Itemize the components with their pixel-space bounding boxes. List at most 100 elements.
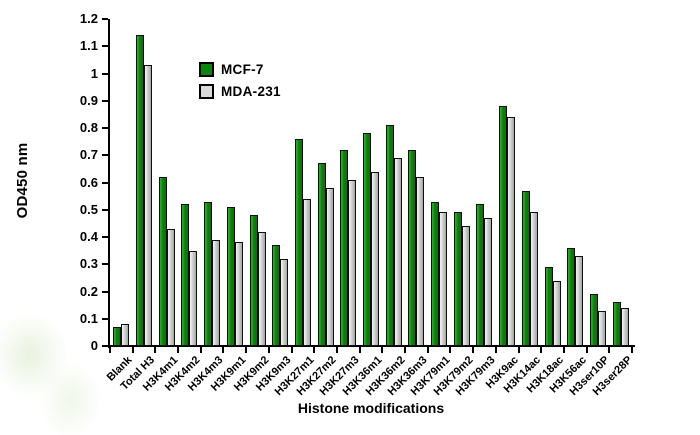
x-tick-mark — [313, 347, 316, 353]
bar-mda-231-h3ser10p — [597, 310, 606, 346]
x-tick-mark — [131, 347, 134, 353]
bar-mcf-7-h3k4m1 — [158, 177, 167, 346]
x-axis-title: Histone modifications — [297, 400, 445, 416]
y-tick-label: 0.1 — [79, 310, 98, 326]
legend-label-mcf7: MCF-7 — [221, 61, 264, 77]
bar-mcf-7-h3k79m3 — [476, 204, 485, 346]
bar-mda-231-h3k79m3 — [484, 217, 493, 346]
y-tick-label: 0.7 — [79, 147, 98, 163]
x-tick-mark — [245, 347, 248, 353]
y-tick-label: 1.2 — [79, 11, 98, 26]
bar-mcf-7-h3k36m3 — [408, 149, 417, 346]
bar-mcf-7-h3k27m1 — [294, 138, 303, 346]
x-tick-mark — [562, 347, 565, 353]
y-axis-title: OD450 nm — [14, 142, 31, 219]
bar-mda-231-h3k4m2 — [189, 250, 198, 346]
bar-mda-231-h3k27m1 — [302, 198, 311, 346]
y-tick-mark — [102, 317, 108, 320]
bar-mda-231-h3ser28p — [620, 307, 629, 346]
bar-mda-231-blank — [121, 324, 130, 346]
y-tick-mark — [102, 181, 108, 184]
x-tick-mark — [449, 347, 452, 353]
y-tick-mark — [102, 18, 108, 20]
bar-mcf-7-h3k9m1 — [226, 207, 235, 346]
y-tick-mark — [102, 99, 108, 102]
x-tick-mark — [222, 347, 225, 353]
x-tick-mark — [585, 347, 588, 353]
y-tick-label: 0.6 — [79, 174, 98, 190]
y-tick-label: 0.4 — [79, 229, 98, 244]
x-tick-mark — [177, 347, 180, 353]
bar-mcf-7-h3k9m3 — [272, 245, 281, 346]
y-tick-label: 0.5 — [79, 201, 98, 217]
bar-mcf-7-h3k56ac — [567, 247, 576, 346]
bar-mda-231-h3k18ac — [552, 280, 561, 346]
x-tick-mark — [426, 347, 429, 353]
bar-mcf-7-h3k36m2 — [385, 125, 394, 346]
legend: MCF-7 MDA-231 — [199, 58, 281, 102]
bar-mcf-7-h3k4m2 — [181, 204, 190, 346]
y-tick-mark — [102, 263, 108, 266]
bar-mcf-7-h3k79m1 — [431, 201, 440, 346]
x-tick-mark — [494, 347, 497, 353]
y-tick-mark — [102, 72, 108, 75]
bar-mcf-7-h3ser10p — [589, 294, 598, 346]
bar-mda-231-h3k9ac — [507, 117, 516, 346]
y-tick-mark — [102, 345, 108, 347]
bar-mcf-7-h3ser28p — [612, 302, 621, 346]
y-tick-label: 0.2 — [79, 283, 98, 299]
y-tick-label: 0.8 — [79, 120, 98, 135]
y-tick-label: 0.9 — [79, 92, 98, 108]
x-tick-mark — [154, 347, 157, 353]
x-tick-mark — [631, 347, 633, 353]
legend-swatch-mcf7 — [199, 61, 214, 77]
bar-mda-231-h3k79m2 — [461, 226, 470, 346]
bar-mcf-7-h3k27m2 — [317, 163, 326, 346]
bar-mda-231-h3k9m1 — [234, 242, 243, 346]
y-tick-label: 1 — [90, 65, 98, 81]
x-tick-mark — [290, 347, 293, 353]
y-axis-line — [108, 19, 110, 348]
x-tick-mark — [517, 347, 520, 353]
y-tick-mark — [102, 127, 108, 129]
x-tick-mark — [109, 347, 111, 353]
bar-mcf-7-h3k9m2 — [249, 215, 258, 346]
legend-label-mda231: MDA-231 — [221, 83, 281, 99]
bar-mcf-7-h3k36m1 — [363, 133, 371, 346]
bar-mcf-7-h3k79m2 — [453, 212, 462, 346]
x-tick-mark — [608, 347, 611, 353]
y-tick-label: 0.3 — [79, 256, 98, 272]
bar-mda-231-h3k79m1 — [439, 212, 448, 346]
bar-mcf-7-total-h3 — [136, 35, 145, 346]
bar-mcf-7-h3k14ac — [521, 190, 530, 346]
y-tick-label: 0 — [90, 338, 98, 353]
x-tick-mark — [381, 347, 384, 353]
bar-mcf-7-h3k18ac — [544, 266, 553, 346]
bar-mcf-7-h3k27m3 — [340, 149, 349, 346]
bar-mda-231-h3k9m3 — [280, 258, 289, 346]
legend-item-mcf7: MCF-7 — [199, 58, 281, 80]
x-axis-line — [108, 345, 635, 347]
x-tick-mark — [404, 347, 407, 353]
bar-mda-231-h3k36m3 — [416, 177, 425, 346]
y-tick-mark — [102, 208, 108, 211]
bar-mcf-7-h3k4m3 — [204, 201, 213, 346]
bar-mcf-7-h3k9ac — [499, 106, 508, 346]
x-tick-mark — [540, 347, 543, 353]
bar-mda-231-h3k9m2 — [257, 231, 266, 346]
bar-mda-231-h3k36m2 — [393, 157, 402, 346]
bar-mda-231-h3k14ac — [529, 212, 538, 346]
y-tick-mark — [102, 45, 108, 48]
x-tick-mark — [267, 347, 270, 353]
legend-item-mda231: MDA-231 — [199, 80, 281, 102]
x-tick-mark — [358, 347, 361, 353]
y-tick-mark — [102, 236, 108, 238]
y-tick-mark — [102, 290, 108, 293]
bar-mda-231-h3k56ac — [575, 256, 584, 346]
bar-mda-231-h3k27m2 — [325, 187, 334, 346]
x-tick-mark — [335, 347, 338, 353]
legend-swatch-mda231 — [199, 83, 214, 99]
x-tick-mark — [472, 347, 475, 353]
